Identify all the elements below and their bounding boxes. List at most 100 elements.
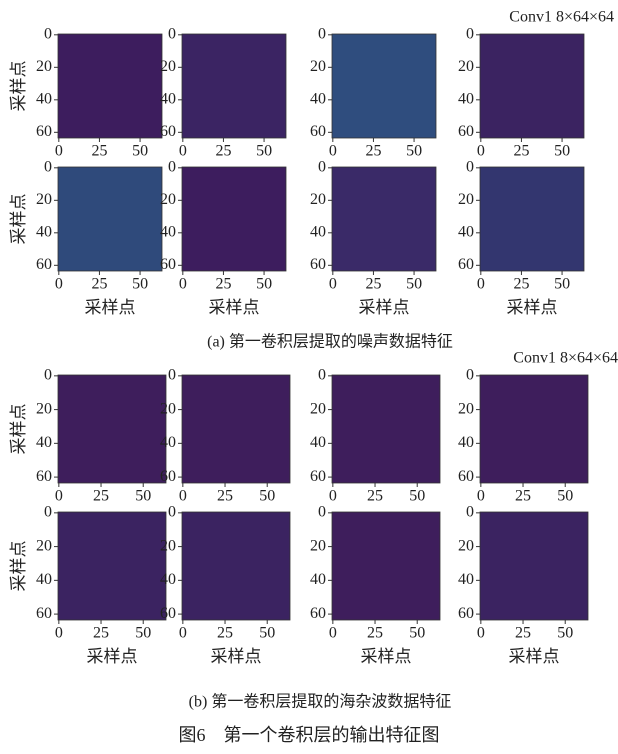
feature-map xyxy=(479,166,585,272)
y-tick-label: 0 xyxy=(168,25,176,42)
y-tick-label: 20 xyxy=(458,58,474,75)
x-tick-label: 25 xyxy=(515,488,531,505)
x-tick-label: 50 xyxy=(554,143,570,160)
feature-map xyxy=(57,374,167,484)
y-tick-label: 0 xyxy=(466,504,474,521)
y-tick-label: 0 xyxy=(318,367,326,384)
feature-map xyxy=(331,374,441,484)
y-tick-label: 60 xyxy=(458,256,474,273)
x-axis-label: 采样点 xyxy=(509,647,560,666)
x-tick-label: 25 xyxy=(93,625,109,642)
y-tick-label: 40 xyxy=(458,90,474,107)
y-tick-label: 20 xyxy=(36,191,52,208)
y-tick-label: 40 xyxy=(160,223,176,240)
y-tick-label: 20 xyxy=(458,537,474,554)
feature-map xyxy=(181,33,287,139)
x-tick-label: 25 xyxy=(215,143,231,160)
x-tick-label: 50 xyxy=(135,488,151,505)
x-tick-label: 50 xyxy=(132,276,148,293)
y-tick-label: 40 xyxy=(458,223,474,240)
y-tick-label: 20 xyxy=(36,400,52,417)
x-tick-label: 25 xyxy=(91,276,107,293)
x-tick-label: 50 xyxy=(259,488,275,505)
y-axis-label: 采样点 xyxy=(9,194,28,245)
feature-map xyxy=(181,374,291,484)
x-axis-label: 采样点 xyxy=(87,647,138,666)
feature-map xyxy=(479,511,589,621)
y-tick-label: 0 xyxy=(466,25,474,42)
y-tick-label: 60 xyxy=(160,468,176,485)
caption-b: (b) 第一卷积层提取的海杂波数据特征 xyxy=(189,693,452,711)
y-tick-label: 20 xyxy=(160,537,176,554)
x-tick-label: 0 xyxy=(179,276,187,293)
x-axis-label: 采样点 xyxy=(85,298,136,317)
figure-caption: 图6 第一个卷积层的输出特征图 xyxy=(179,725,440,745)
y-tick-label: 60 xyxy=(458,123,474,140)
y-tick-label: 60 xyxy=(160,123,176,140)
y-tick-label: 40 xyxy=(36,434,52,451)
y-tick-label: 0 xyxy=(466,158,474,175)
feature-map xyxy=(331,33,437,139)
feature-map xyxy=(57,511,167,621)
y-tick-label: 40 xyxy=(160,434,176,451)
x-tick-label: 0 xyxy=(179,143,187,160)
y-tick-label: 40 xyxy=(310,434,326,451)
x-axis-label: 采样点 xyxy=(507,298,558,317)
y-tick-label: 0 xyxy=(168,367,176,384)
y-tick-label: 40 xyxy=(36,90,52,107)
x-tick-label: 25 xyxy=(515,625,531,642)
y-tick-label: 40 xyxy=(458,434,474,451)
y-tick-label: 60 xyxy=(36,468,52,485)
y-tick-label: 20 xyxy=(458,191,474,208)
y-axis-label: 采样点 xyxy=(9,61,28,112)
annotation: Conv1 8×64×64 xyxy=(509,9,614,26)
x-tick-label: 50 xyxy=(406,276,422,293)
y-tick-label: 0 xyxy=(44,367,52,384)
y-axis-label: 采样点 xyxy=(9,541,28,592)
y-tick-label: 20 xyxy=(310,537,326,554)
x-tick-label: 0 xyxy=(329,625,337,642)
x-axis-label: 采样点 xyxy=(361,647,412,666)
x-tick-label: 50 xyxy=(135,625,151,642)
x-tick-label: 0 xyxy=(179,488,187,505)
y-tick-label: 60 xyxy=(458,605,474,622)
y-tick-label: 20 xyxy=(160,58,176,75)
y-tick-label: 40 xyxy=(160,571,176,588)
y-tick-label: 40 xyxy=(458,571,474,588)
y-tick-label: 20 xyxy=(310,58,326,75)
y-tick-label: 20 xyxy=(160,191,176,208)
x-axis-label: 采样点 xyxy=(359,298,410,317)
x-tick-label: 50 xyxy=(256,276,272,293)
y-tick-label: 60 xyxy=(310,256,326,273)
y-tick-label: 0 xyxy=(318,504,326,521)
feature-map xyxy=(181,166,287,272)
y-tick-label: 20 xyxy=(458,400,474,417)
y-tick-label: 60 xyxy=(36,605,52,622)
x-tick-label: 0 xyxy=(55,488,63,505)
y-tick-label: 60 xyxy=(36,256,52,273)
y-tick-label: 20 xyxy=(36,58,52,75)
y-tick-label: 60 xyxy=(310,605,326,622)
x-tick-label: 25 xyxy=(215,276,231,293)
x-tick-label: 0 xyxy=(477,488,485,505)
x-tick-label: 0 xyxy=(55,625,63,642)
x-tick-label: 25 xyxy=(365,143,381,160)
x-tick-label: 0 xyxy=(55,143,63,160)
annotation: Conv1 8×64×64 xyxy=(513,350,618,367)
y-tick-label: 60 xyxy=(458,468,474,485)
y-tick-label: 40 xyxy=(310,571,326,588)
x-tick-label: 0 xyxy=(477,143,485,160)
y-tick-label: 40 xyxy=(160,90,176,107)
x-tick-label: 50 xyxy=(259,625,275,642)
x-tick-label: 25 xyxy=(365,276,381,293)
x-tick-label: 50 xyxy=(132,143,148,160)
feature-map xyxy=(479,33,585,139)
feature-map xyxy=(331,166,437,272)
x-tick-label: 50 xyxy=(554,276,570,293)
x-tick-label: 0 xyxy=(477,276,485,293)
y-tick-label: 0 xyxy=(466,367,474,384)
y-tick-label: 20 xyxy=(310,400,326,417)
x-tick-label: 50 xyxy=(409,625,425,642)
y-tick-label: 60 xyxy=(160,256,176,273)
